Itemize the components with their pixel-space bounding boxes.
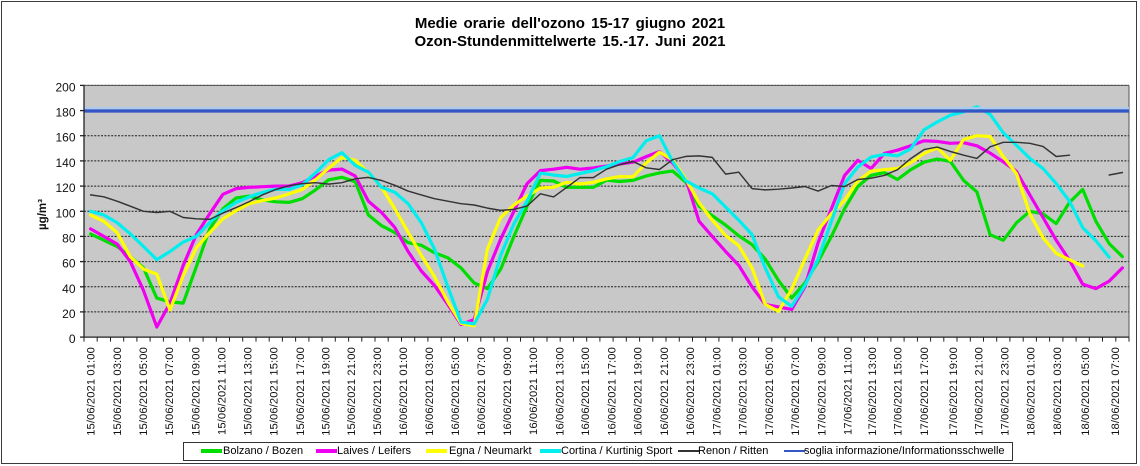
svg-text:16/06/2021 17:00: 16/06/2021 17:00 xyxy=(607,347,619,436)
svg-text:16/06/2021 01:00: 16/06/2021 01:00 xyxy=(398,347,410,436)
svg-text:15/06/2021 05:00: 15/06/2021 05:00 xyxy=(138,347,150,436)
svg-text:16/06/2021 03:00: 16/06/2021 03:00 xyxy=(424,347,436,436)
svg-text:18/06/2021 05:00: 18/06/2021 05:00 xyxy=(1080,347,1092,436)
svg-text:40: 40 xyxy=(62,282,76,296)
svg-text:15/06/2021 19:00: 15/06/2021 19:00 xyxy=(321,347,333,436)
svg-text:16/06/2021 05:00: 16/06/2021 05:00 xyxy=(450,347,462,436)
svg-text:17/06/2021 19:00: 17/06/2021 19:00 xyxy=(948,347,960,436)
svg-text:15/06/2021 07:00: 15/06/2021 07:00 xyxy=(164,347,176,436)
svg-text:60: 60 xyxy=(62,257,76,271)
svg-text:16/06/2021 21:00: 16/06/2021 21:00 xyxy=(659,347,671,436)
svg-text:120: 120 xyxy=(55,181,75,195)
svg-text:16/06/2021 19:00: 16/06/2021 19:00 xyxy=(633,347,645,436)
svg-text:17/06/2021 01:00: 17/06/2021 01:00 xyxy=(711,347,723,436)
svg-text:16/06/2021 23:00: 16/06/2021 23:00 xyxy=(685,347,697,436)
svg-text:17/06/2021 13:00: 17/06/2021 13:00 xyxy=(867,347,879,436)
svg-text:80: 80 xyxy=(62,231,76,245)
svg-text:15/06/2021 17:00: 15/06/2021 17:00 xyxy=(295,347,307,436)
svg-text:17/06/2021 03:00: 17/06/2021 03:00 xyxy=(738,347,750,436)
svg-text:15/06/2021 23:00: 15/06/2021 23:00 xyxy=(372,347,384,436)
svg-text:15/06/2021 13:00: 15/06/2021 13:00 xyxy=(243,347,255,436)
svg-text:15/06/2021 09:00: 15/06/2021 09:00 xyxy=(190,347,202,436)
svg-text:17/06/2021 09:00: 17/06/2021 09:00 xyxy=(816,347,828,436)
svg-text:17/06/2021 17:00: 17/06/2021 17:00 xyxy=(919,347,931,436)
svg-text:0: 0 xyxy=(69,332,76,346)
svg-text:18/06/2021 01:00: 18/06/2021 01:00 xyxy=(1026,347,1038,436)
svg-text:15/06/2021 11:00: 15/06/2021 11:00 xyxy=(217,347,229,435)
svg-text:18/06/2021 03:00: 18/06/2021 03:00 xyxy=(1052,347,1064,436)
svg-text:µg/m³: µg/m³ xyxy=(37,199,49,230)
svg-text:17/06/2021 11:00: 17/06/2021 11:00 xyxy=(843,347,855,435)
svg-text:17/06/2021 05:00: 17/06/2021 05:00 xyxy=(764,347,776,436)
svg-text:16/06/2021 07:00: 16/06/2021 07:00 xyxy=(476,347,488,436)
svg-text:20: 20 xyxy=(62,307,76,321)
svg-text:15/06/2021 03:00: 15/06/2021 03:00 xyxy=(112,347,124,436)
svg-text:17/06/2021 23:00: 17/06/2021 23:00 xyxy=(999,347,1011,436)
svg-text:15/06/2021 21:00: 15/06/2021 21:00 xyxy=(346,347,358,436)
svg-text:17/06/2021 07:00: 17/06/2021 07:00 xyxy=(790,347,802,436)
svg-text:16/06/2021 11:00: 16/06/2021 11:00 xyxy=(528,347,540,435)
svg-text:180: 180 xyxy=(55,106,75,120)
svg-text:15/06/2021 01:00: 15/06/2021 01:00 xyxy=(86,347,98,436)
svg-text:16/06/2021 09:00: 16/06/2021 09:00 xyxy=(502,347,514,436)
svg-text:17/06/2021 15:00: 17/06/2021 15:00 xyxy=(893,347,905,436)
svg-text:200: 200 xyxy=(55,80,75,94)
svg-text:140: 140 xyxy=(55,156,75,170)
svg-text:100: 100 xyxy=(55,206,75,220)
svg-text:160: 160 xyxy=(55,131,75,145)
svg-text:16/06/2021 13:00: 16/06/2021 13:00 xyxy=(554,347,566,436)
svg-text:18/06/2021 07:00: 18/06/2021 07:00 xyxy=(1110,347,1122,436)
svg-text:15/06/2021 15:00: 15/06/2021 15:00 xyxy=(269,347,281,436)
svg-text:16/06/2021 15:00: 16/06/2021 15:00 xyxy=(580,347,592,436)
svg-text:17/06/2021 21:00: 17/06/2021 21:00 xyxy=(974,347,986,436)
